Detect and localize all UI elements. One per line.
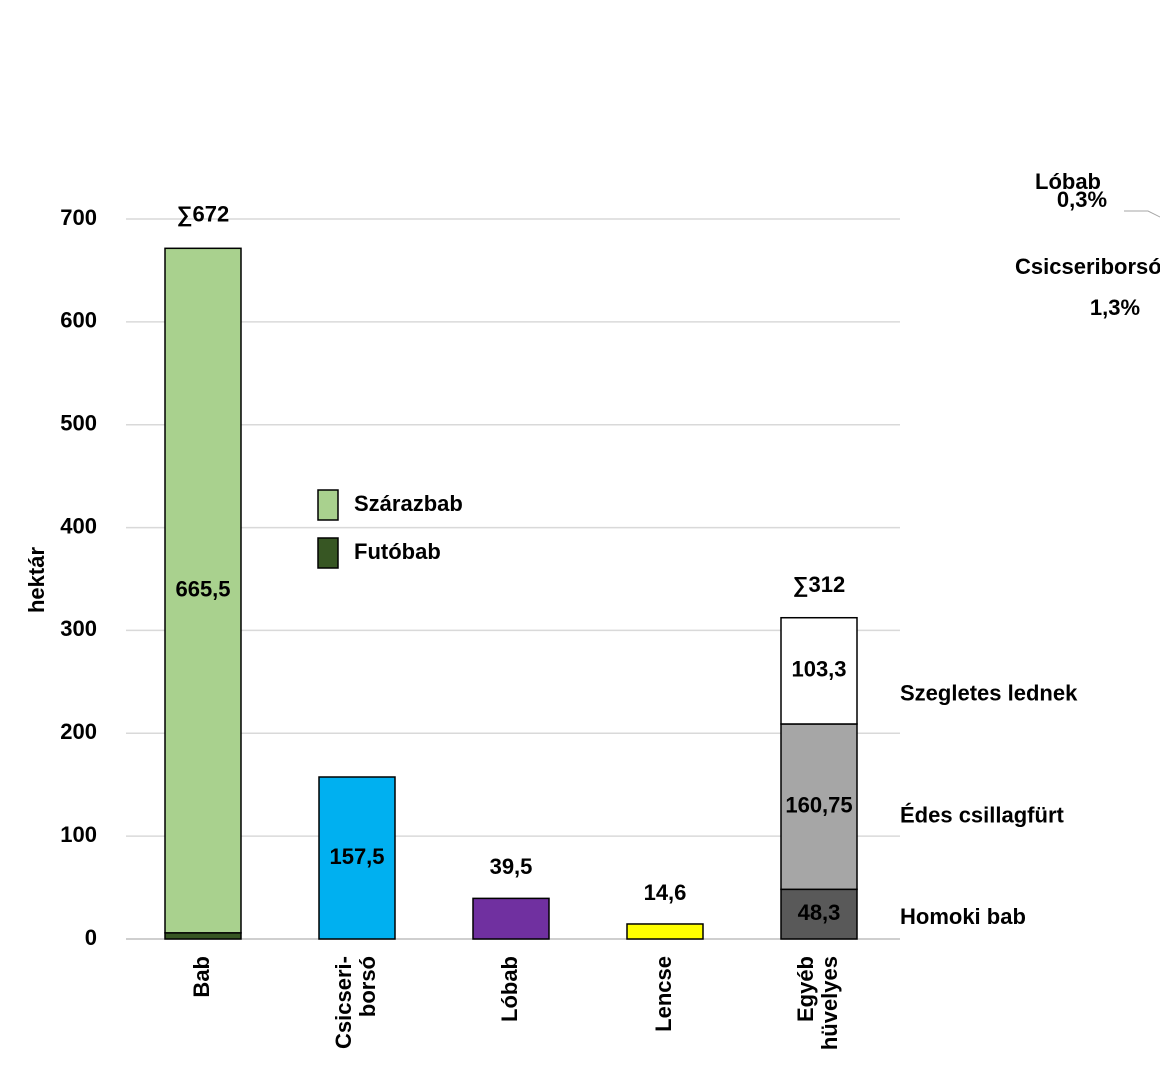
x-tick-label-line: hüvelyes [817, 956, 842, 1050]
x-tick-label: Lencse [651, 956, 676, 1032]
side-label: Szegletes lednek [900, 681, 1078, 706]
value-label: 103,3 [791, 657, 846, 682]
legend-swatch [317, 537, 339, 569]
value-label: 160,75 [785, 792, 852, 817]
bar [780, 888, 858, 940]
x-tick-label-line: borsó [355, 956, 380, 1017]
x-tick-label: Lóbab [497, 956, 522, 1022]
legend-label: Futóbab [354, 539, 441, 564]
legend-label: Szárazbab [354, 491, 463, 516]
bar [164, 247, 242, 934]
y-axis-label: hektár [24, 547, 49, 613]
y-tick-label: 0 [85, 925, 97, 950]
bar [626, 923, 704, 940]
value-label: 39,5 [490, 854, 533, 879]
y-tick-label: 300 [60, 616, 97, 641]
value-label: 48,3 [798, 900, 841, 925]
y-tick-label: 400 [60, 513, 97, 538]
x-tick-label-line: Lóbab [497, 956, 522, 1022]
x-tick-label: Csicseri-borsó [331, 956, 380, 1049]
x-tick-label-line: Csicseri- [331, 956, 356, 1049]
pie-value-label: 0,3% [1057, 187, 1107, 212]
total-label: ∑672 [177, 202, 229, 227]
x-tick-label-line: Bab [189, 956, 214, 998]
value-label: 157,5 [329, 844, 384, 869]
side-label: Homoki bab [900, 904, 1026, 929]
pie-label: Csicseriborsó [1015, 254, 1160, 279]
bar [472, 897, 550, 940]
bar [164, 932, 242, 940]
pie-label: Lóbab [1035, 169, 1101, 194]
pie-value-label: 1,3% [1090, 295, 1140, 320]
bar [780, 723, 858, 891]
x-tick-label-line: Lencse [651, 956, 676, 1032]
bar [318, 776, 396, 940]
x-tick-label: Egyébhüvelyes [793, 956, 842, 1050]
y-tick-label: 600 [60, 308, 97, 333]
y-tick-label: 200 [60, 719, 97, 744]
side-label: Édes csillagfürt [900, 802, 1065, 827]
legend-swatch [317, 489, 339, 521]
x-tick-label-line: Egyéb [793, 956, 818, 1022]
value-label: 14,6 [644, 880, 687, 905]
y-tick-label: 700 [60, 205, 97, 230]
value-label: 665,5 [175, 576, 230, 601]
bar [780, 616, 858, 725]
total-label: ∑312 [793, 572, 845, 597]
leader-line [1124, 210, 1160, 218]
y-tick-label: 100 [60, 822, 97, 847]
x-tick-label: Bab [189, 956, 214, 998]
y-tick-label: 500 [60, 411, 97, 436]
